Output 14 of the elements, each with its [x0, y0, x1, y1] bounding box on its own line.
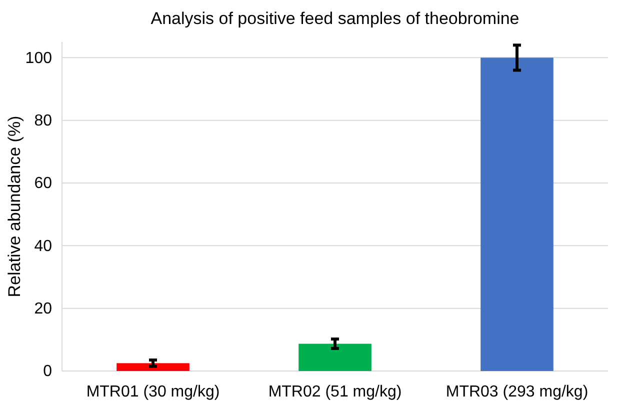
y-tick-label: 20 [34, 300, 52, 318]
y-tick-label: 80 [34, 112, 52, 130]
bar [298, 344, 372, 371]
bar [116, 363, 190, 371]
y-tick-label: 60 [34, 175, 52, 192]
y-tick-label: 40 [34, 238, 52, 255]
bar [480, 58, 554, 371]
chart-title: Analysis of positive feed samples of theobromine [150, 9, 520, 28]
y-tick-label: 0 [43, 363, 52, 380]
x-tick-label: MTR03 (293 mg/kg) [446, 383, 588, 400]
y-tick-label: 100 [25, 50, 52, 67]
x-tick-label: MTR01 (30 mg/kg) [86, 383, 220, 400]
x-tick-label: MTR02 (51 mg/kg) [268, 383, 402, 400]
y-axis-title: Relative abundance (%) [5, 116, 24, 298]
